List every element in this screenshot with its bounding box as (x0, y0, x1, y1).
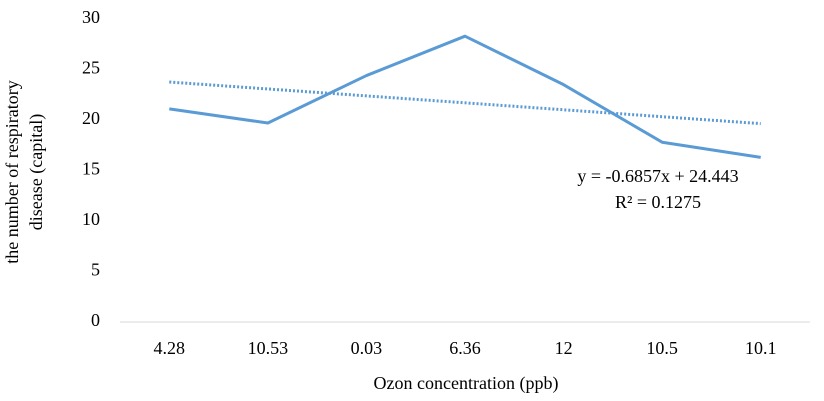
data-line (169, 34, 761, 159)
x-tick-label: 10.5 (646, 338, 678, 358)
y-tick-label: 0 (91, 310, 100, 330)
y-axis-title: disease (capital) (26, 114, 47, 230)
x-tick-label: 12 (555, 338, 573, 358)
y-tick-label: 15 (82, 159, 100, 179)
y-tick-label: 25 (82, 58, 100, 78)
trend-r2: R² = 0.1275 (615, 192, 701, 212)
y-axis-title: the number of respiratory (2, 80, 22, 263)
x-tick-label: 10.53 (248, 338, 289, 358)
x-axis-title: Ozon concentration (ppb) (374, 373, 559, 394)
y-tick-label: 5 (91, 260, 100, 280)
y-tick-label: 20 (82, 108, 100, 128)
x-tick-label: 6.36 (449, 338, 481, 358)
x-tick-label: 10.1 (745, 338, 777, 358)
y-tick-label: 30 (82, 7, 100, 27)
trend-line (169, 80, 761, 126)
trend-equation: y = -0.6857x + 24.443 (577, 166, 738, 186)
x-tick-label: 4.28 (154, 338, 186, 358)
x-tick-label: 0.03 (351, 338, 383, 358)
y-tick-label: 10 (82, 209, 100, 229)
